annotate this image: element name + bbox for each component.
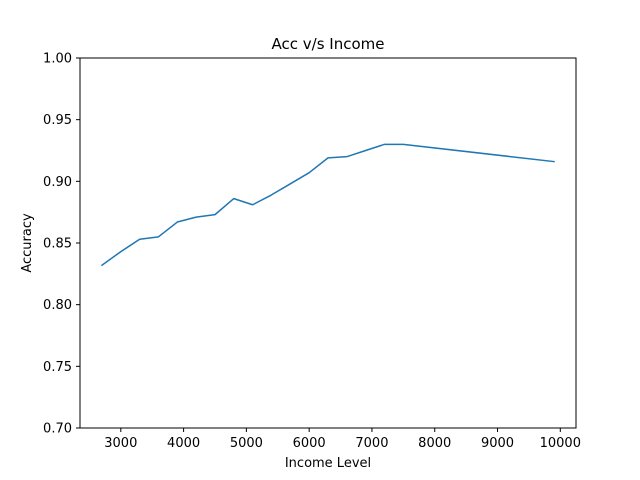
series-line (100, 143, 555, 267)
y-tick-label: 0.75 (43, 360, 72, 375)
x-tick-label: 5000 (230, 436, 263, 451)
x-tick-label: 10000 (540, 436, 581, 451)
y-tick-label: 1.00 (43, 52, 72, 67)
chart-title: Acc v/s Income (272, 35, 385, 53)
x-tick-label: 6000 (293, 436, 326, 451)
x-tick-label: 7000 (355, 436, 388, 451)
y-tick-label: 0.95 (43, 113, 72, 128)
y-tick-label: 0.90 (43, 175, 72, 190)
y-axis-label: Accuracy (20, 213, 35, 273)
ticks: 3000 4000 5000 6000 7000 8000 9000 10000 0.70 0.7… (43, 52, 581, 452)
x-axis-label: Income Level (285, 456, 371, 471)
plot-frame (79, 57, 577, 429)
x-tick-label: 9000 (481, 436, 514, 451)
y-tick-label: 0.80 (43, 298, 72, 313)
x-tick-label: 8000 (418, 436, 451, 451)
y-tick-label: 0.85 (43, 237, 72, 252)
y-tick-label: 0.70 (43, 422, 72, 437)
x-tick-label: 3000 (104, 436, 137, 451)
series-layer (100, 143, 555, 267)
x-tick-label: 4000 (167, 436, 200, 451)
